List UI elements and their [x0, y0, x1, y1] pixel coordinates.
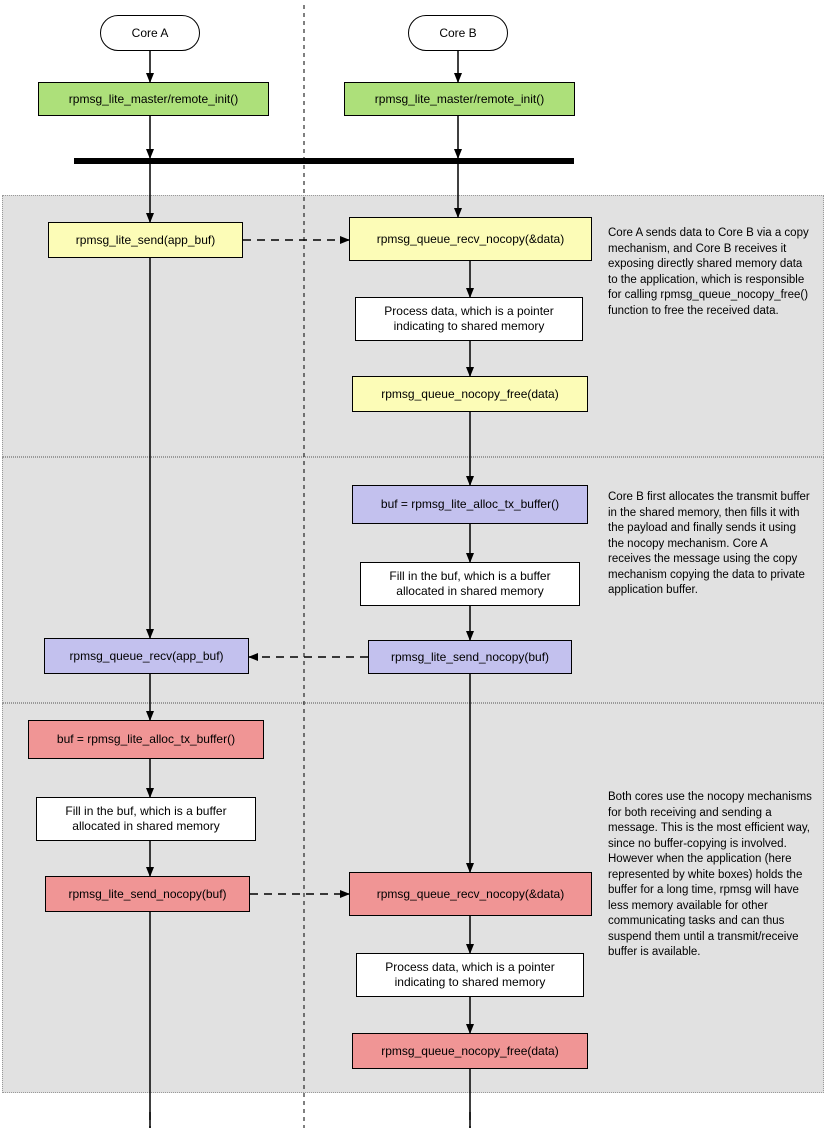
node-b-alloc: buf = rpmsg_lite_alloc_tx_buffer() — [352, 485, 588, 524]
node-a-recv-text: rpmsg_queue_recv(app_buf) — [69, 649, 223, 664]
core-b-label: Core B — [408, 15, 508, 51]
node-b-free1-text: rpmsg_queue_nocopy_free(data) — [381, 387, 558, 402]
core-a-text: Core A — [132, 26, 169, 40]
node-b-process2-text: Process data, which is a pointer indicat… — [363, 960, 577, 990]
init-box-b: rpmsg_lite_master/remote_init() — [344, 82, 575, 116]
node-b-process2: Process data, which is a pointer indicat… — [356, 953, 584, 997]
desc-2: Core B first allocates the transmit buff… — [608, 490, 813, 599]
node-b-send-nc-text: rpmsg_lite_send_nocopy(buf) — [391, 650, 549, 665]
node-b-process1-text: Process data, which is a pointer indicat… — [362, 304, 576, 334]
node-a-send-nc: rpmsg_lite_send_nocopy(buf) — [45, 876, 250, 912]
node-b-send-nc: rpmsg_lite_send_nocopy(buf) — [368, 640, 572, 674]
core-b-text: Core B — [439, 26, 476, 40]
sync-bar — [74, 158, 574, 164]
node-b-recv-nc2-text: rpmsg_queue_recv_nocopy(&data) — [377, 887, 564, 902]
node-b-free2-text: rpmsg_queue_nocopy_free(data) — [381, 1044, 558, 1059]
node-a-send: rpmsg_lite_send(app_buf) — [48, 222, 243, 258]
node-a-fill: Fill in the buf, which is a buffer alloc… — [36, 797, 256, 841]
init-a-text: rpmsg_lite_master/remote_init() — [69, 92, 238, 107]
node-b-process1: Process data, which is a pointer indicat… — [355, 297, 583, 341]
node-b-free2: rpmsg_queue_nocopy_free(data) — [352, 1033, 588, 1069]
node-b-free1: rpmsg_queue_nocopy_free(data) — [352, 376, 588, 412]
node-a-send-nc-text: rpmsg_lite_send_nocopy(buf) — [68, 887, 226, 902]
node-a-fill-text: Fill in the buf, which is a buffer alloc… — [43, 804, 249, 834]
init-b-text: rpmsg_lite_master/remote_init() — [375, 92, 544, 107]
desc-1: Core A sends data to Core B via a copy m… — [608, 226, 813, 319]
node-b-alloc-text: buf = rpmsg_lite_alloc_tx_buffer() — [381, 497, 559, 512]
init-box-a: rpmsg_lite_master/remote_init() — [38, 82, 269, 116]
node-a-recv: rpmsg_queue_recv(app_buf) — [44, 638, 249, 674]
node-b-recv-nocopy: rpmsg_queue_recv_nocopy(&data) — [349, 217, 592, 261]
node-b-fill-text: Fill in the buf, which is a buffer alloc… — [367, 569, 573, 599]
node-a-alloc-text: buf = rpmsg_lite_alloc_tx_buffer() — [57, 732, 235, 747]
node-a-alloc: buf = rpmsg_lite_alloc_tx_buffer() — [28, 720, 264, 759]
node-b-recv-nc2: rpmsg_queue_recv_nocopy(&data) — [349, 872, 592, 916]
diagram-stage: Core A Core B rpmsg_lite_master/remote_i… — [0, 0, 826, 1133]
node-b-recv-nocopy-text: rpmsg_queue_recv_nocopy(&data) — [377, 232, 564, 247]
desc-3: Both cores use the nocopy mechanisms for… — [608, 790, 813, 961]
node-a-send-text: rpmsg_lite_send(app_buf) — [76, 233, 215, 248]
desc-2-text: Core B first allocates the transmit buff… — [608, 491, 810, 596]
node-b-fill: Fill in the buf, which is a buffer alloc… — [360, 562, 580, 606]
desc-3-text: Both cores use the nocopy mechanisms for… — [608, 791, 812, 958]
desc-1-text: Core A sends data to Core B via a copy m… — [608, 227, 809, 317]
core-a-label: Core A — [100, 15, 200, 51]
